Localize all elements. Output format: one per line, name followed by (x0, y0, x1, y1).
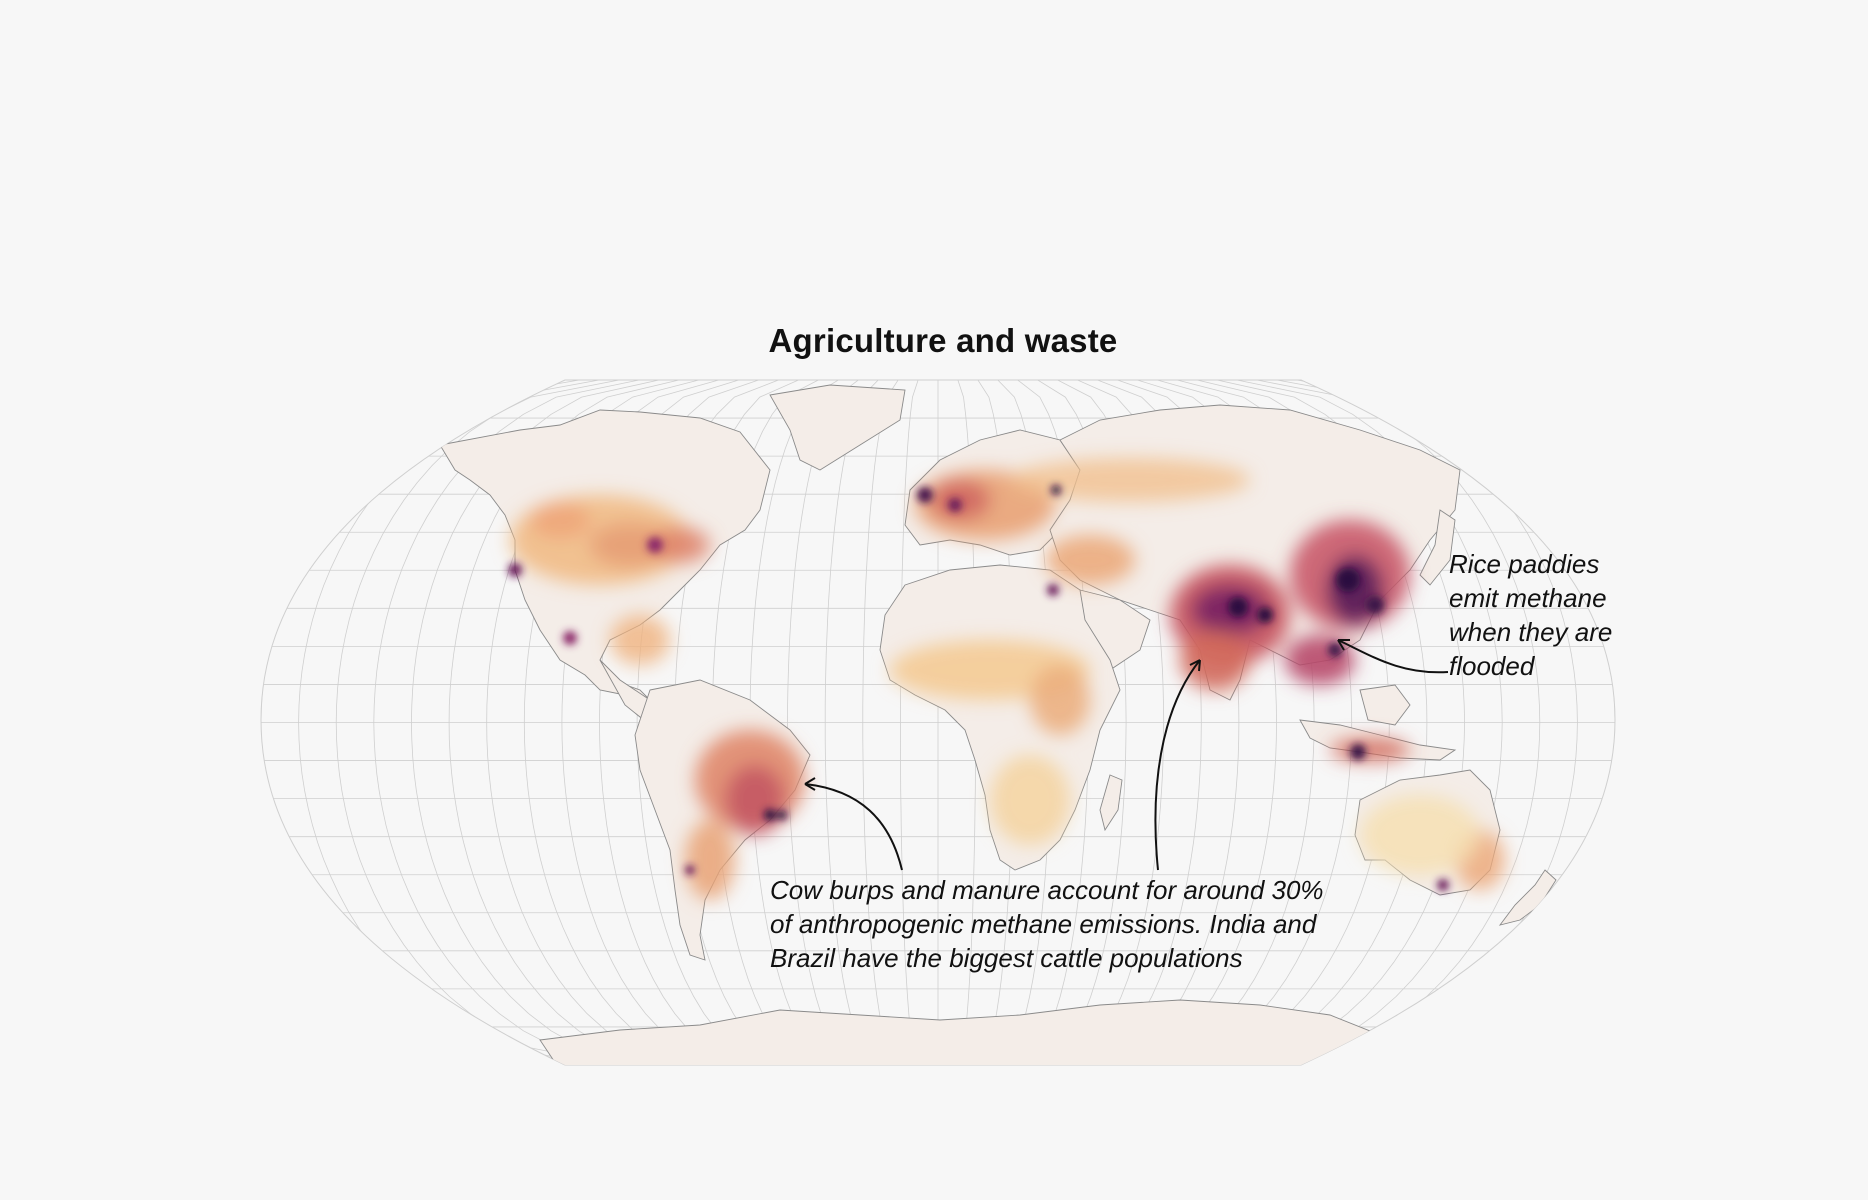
graticule-meridian (1256, 380, 1541, 1065)
rice-arrowhead (1337, 639, 1350, 651)
annotation-line: Rice paddies (1449, 549, 1600, 579)
annotation-line: flooded (1449, 651, 1535, 681)
land-borneo (1359, 684, 1411, 726)
rice-paddies-annotation: Rice paddies emit methane when they are … (1449, 547, 1612, 683)
annotation-line: Brazil have the biggest cattle populatio… (770, 943, 1243, 973)
annotation-line: of anthropogenic methane emissions. Indi… (770, 909, 1317, 939)
brazil-arrowhead (804, 777, 816, 791)
map-title: Agriculture and waste (768, 322, 1118, 359)
annotation-arrows (804, 639, 1449, 871)
land-japan (1419, 509, 1456, 586)
land-madagascar (1099, 774, 1123, 832)
graticule-meridian (900, 380, 919, 1065)
graticule-meridian (862, 380, 899, 1065)
graticule-meridian (787, 380, 859, 1065)
cattle-annotation: Cow burps and manure account for around … (770, 873, 1324, 975)
graticule-meridian (824, 380, 879, 1065)
graticule-meridian (410, 380, 659, 1065)
india-arrow (1154, 659, 1201, 871)
india-arrowhead (1189, 659, 1201, 672)
annotation-line: emit methane (1449, 583, 1607, 613)
land-greenland (769, 384, 906, 471)
methane-heat-layer (510, 458, 1505, 900)
annotation-line: Cow burps and manure account for around … (770, 875, 1324, 905)
rice-arrow (1337, 639, 1449, 674)
brazil-arrow (804, 783, 903, 871)
methane-hotspots (508, 485, 1449, 891)
land-new-zealand (1498, 869, 1557, 926)
graticule-meridian (335, 380, 620, 1065)
graticule-meridian (373, 380, 640, 1065)
annotation-line: when they are (1449, 617, 1613, 647)
